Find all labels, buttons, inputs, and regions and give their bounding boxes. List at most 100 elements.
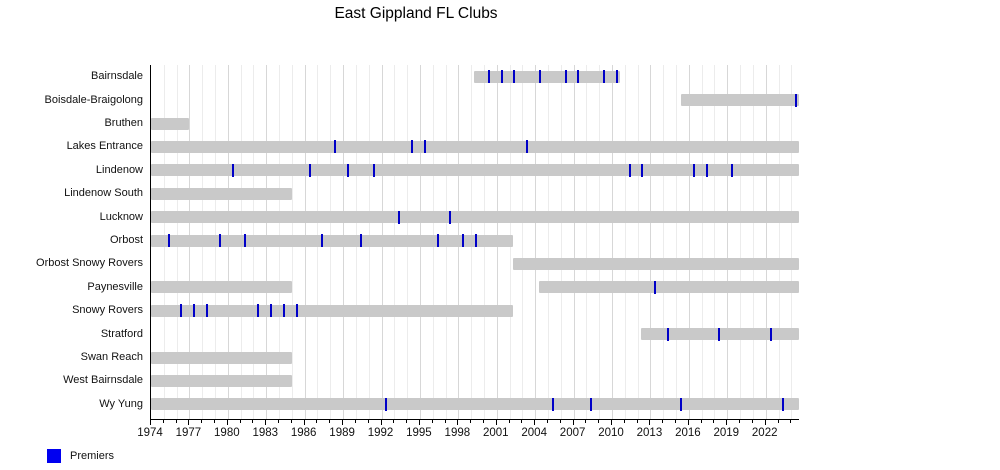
x-tick-label: 1986 xyxy=(290,427,317,439)
club-label: Lucknow xyxy=(99,210,143,223)
club-label: Lindenow South xyxy=(64,187,143,200)
club-label: Boisdale-Braigolong xyxy=(44,93,143,106)
x-tick-major xyxy=(418,420,420,425)
x-tick-label: 1974 xyxy=(137,427,163,439)
x-tick-minor xyxy=(329,420,331,423)
club-bar xyxy=(151,374,292,387)
x-tick-minor xyxy=(393,420,395,423)
grid-line-minor xyxy=(714,65,716,419)
x-tick-minor xyxy=(431,420,433,423)
x-tick-major xyxy=(687,420,689,425)
x-axis-ticks xyxy=(150,420,802,428)
premier-mark xyxy=(321,234,324,247)
club-bar xyxy=(151,351,292,364)
premiers-swatch-icon xyxy=(47,449,61,463)
club-label: Snowy Rovers xyxy=(72,304,143,317)
premier-mark xyxy=(590,397,593,411)
premier-mark xyxy=(270,304,273,318)
club-label: Wy Yung xyxy=(99,397,143,410)
club-bar xyxy=(151,164,799,177)
premier-mark xyxy=(487,70,490,84)
x-tick-major xyxy=(764,420,766,425)
grid-line-major xyxy=(765,65,767,419)
premier-mark xyxy=(462,234,465,247)
x-tick-major xyxy=(380,420,382,425)
x-tick-minor xyxy=(290,420,292,423)
premier-mark xyxy=(257,304,260,318)
x-tick-minor xyxy=(444,420,446,423)
x-tick-minor xyxy=(354,420,356,423)
club-label: Lindenow xyxy=(95,163,143,176)
club-label: West Bairnsdale xyxy=(63,374,143,387)
grid-line-minor xyxy=(560,65,562,419)
club-label: Orbost xyxy=(109,234,143,246)
premier-mark xyxy=(436,234,439,247)
premier-mark xyxy=(731,163,734,177)
premier-mark xyxy=(667,327,670,341)
x-tick-label: 2010 xyxy=(598,427,624,439)
club-bar xyxy=(539,281,799,294)
x-tick-minor xyxy=(252,420,254,423)
x-tick-minor xyxy=(175,420,177,423)
x-tick-label: 2001 xyxy=(482,427,509,439)
x-tick-minor xyxy=(713,420,715,423)
legend: Premiers xyxy=(47,448,114,464)
x-axis-tick-labels: 1974 1977 1980 1983 1986 1989 1992 1995 1998 2001… xyxy=(137,427,810,441)
legend-label: Premiers xyxy=(70,450,115,462)
grid-line-minor xyxy=(752,65,754,419)
premier-mark xyxy=(180,304,183,318)
x-tick-minor xyxy=(367,420,369,423)
x-tick-label: 2022 xyxy=(751,427,778,439)
club-label: Bruthen xyxy=(104,117,143,129)
club-label: Paynesville xyxy=(87,280,143,293)
x-tick-label: 2004 xyxy=(521,427,547,439)
x-tick-label: 1980 xyxy=(214,427,240,439)
plot-area xyxy=(150,65,799,420)
grid-line-major xyxy=(650,65,652,419)
x-tick-minor xyxy=(546,420,548,423)
x-tick-minor xyxy=(316,420,318,423)
premier-mark xyxy=(564,70,567,84)
x-tick-minor xyxy=(700,420,702,423)
x-tick-minor xyxy=(739,420,741,423)
x-tick-label: 2016 xyxy=(675,427,701,439)
x-tick-minor xyxy=(751,420,753,423)
premier-mark xyxy=(679,397,682,411)
x-tick-minor xyxy=(675,420,677,423)
grid-line-minor xyxy=(778,65,780,419)
club-label: Lakes Entrance xyxy=(66,140,143,153)
x-tick-minor xyxy=(585,420,587,423)
grid-line-major xyxy=(612,65,614,419)
x-tick-minor xyxy=(239,420,241,423)
x-tick-major xyxy=(495,420,497,425)
grid-line-minor xyxy=(624,65,626,419)
x-tick-label: 1977 xyxy=(175,427,202,439)
premier-mark xyxy=(410,140,413,154)
club-bar xyxy=(151,117,190,130)
grid-line-minor xyxy=(676,65,678,419)
premier-mark xyxy=(449,210,452,224)
x-tick-minor xyxy=(470,420,472,423)
x-tick-label: 1983 xyxy=(252,427,279,439)
x-tick-minor xyxy=(214,420,216,423)
grid-line-major xyxy=(688,65,690,419)
premier-mark xyxy=(500,70,503,84)
premier-mark xyxy=(705,163,708,177)
premier-mark xyxy=(769,327,772,341)
x-tick-minor xyxy=(508,420,510,423)
premier-mark xyxy=(654,280,657,294)
x-tick-minor xyxy=(636,420,638,423)
grid-line-minor xyxy=(663,65,665,419)
premier-mark xyxy=(628,163,631,177)
club-bar xyxy=(151,211,799,224)
grid-line-minor xyxy=(740,65,742,419)
grid-line-minor xyxy=(586,65,588,419)
club-bar xyxy=(151,281,292,294)
chart-title: East Gippland FL Clubs xyxy=(334,5,498,22)
x-tick-major xyxy=(226,420,228,425)
premier-mark xyxy=(334,140,337,154)
club-label: Bairnsdale xyxy=(91,70,143,83)
grid-line-minor xyxy=(522,65,524,419)
grid-line-minor xyxy=(791,65,793,419)
premier-mark xyxy=(577,70,580,84)
